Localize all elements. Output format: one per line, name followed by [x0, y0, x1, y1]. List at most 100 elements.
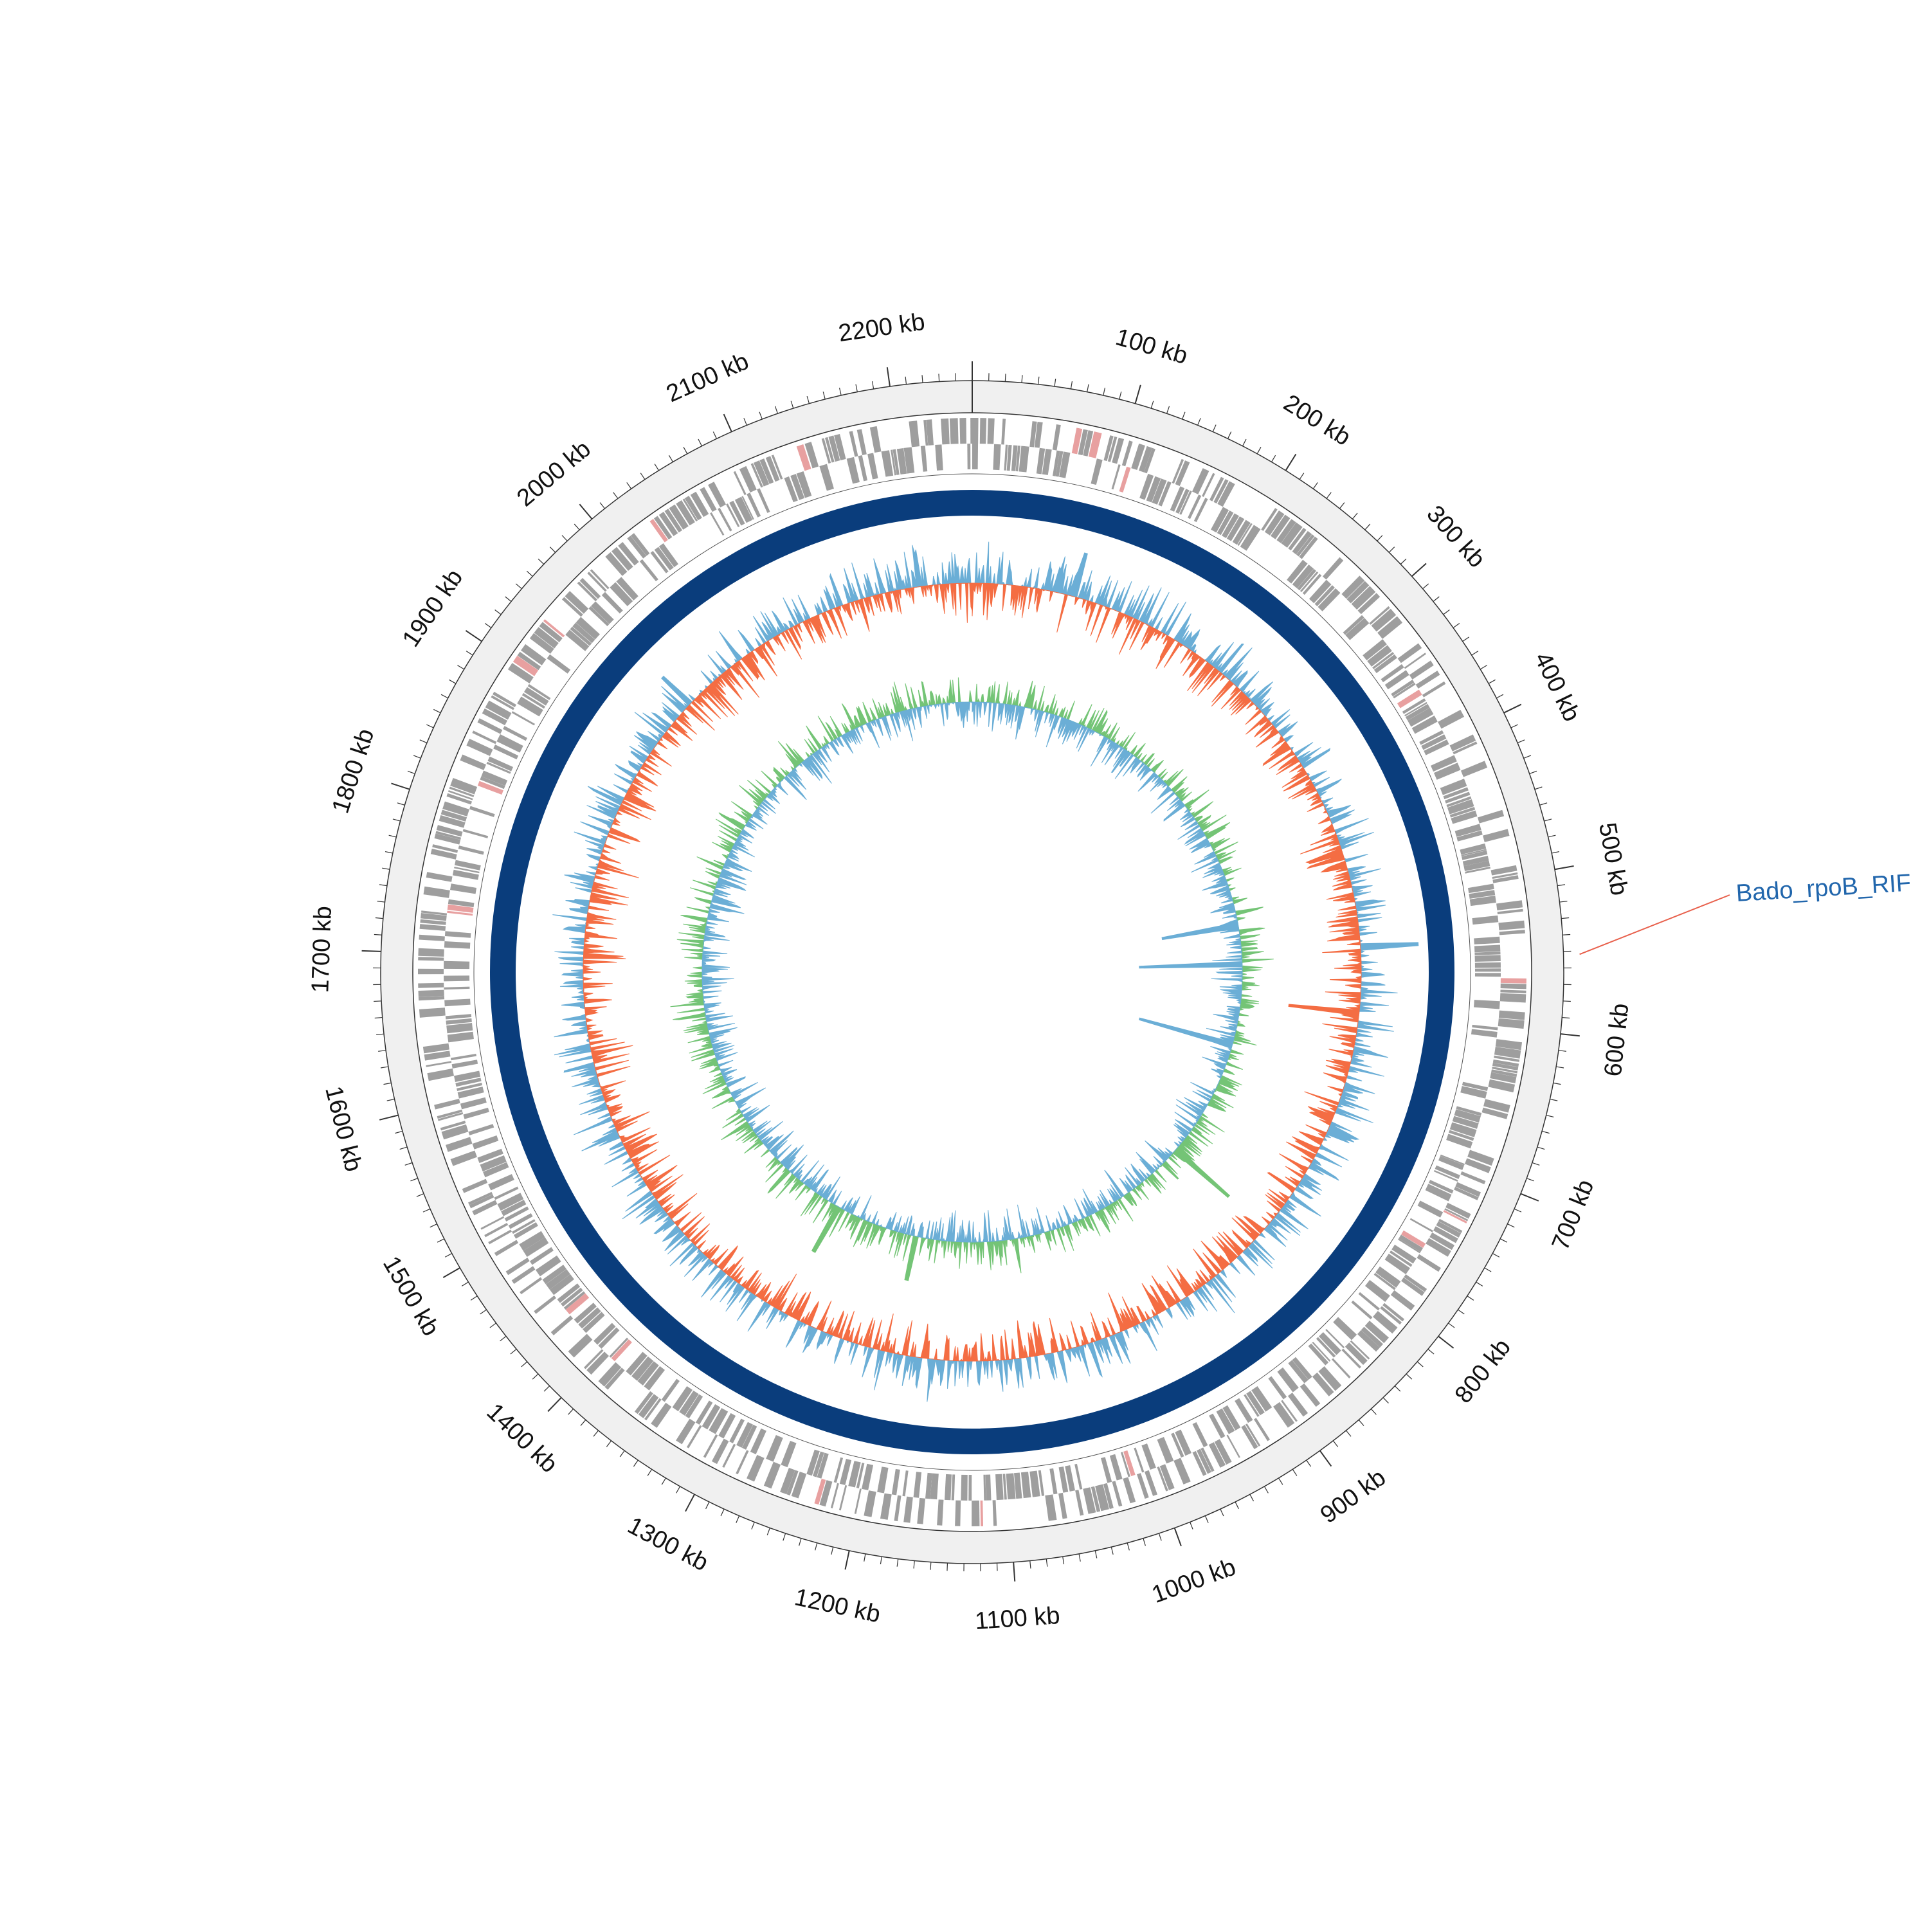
tick-label: 1600 kb	[320, 1083, 367, 1174]
minor-tick	[521, 1362, 527, 1367]
minor-tick	[1235, 1502, 1238, 1509]
tick-label: 2000 kb	[512, 435, 596, 512]
gene-feature	[917, 1498, 925, 1524]
gene-feature	[849, 431, 858, 456]
minor-tick	[897, 1559, 898, 1567]
gene-feature	[1019, 446, 1029, 473]
minor-tick	[873, 381, 874, 389]
gene-feature	[747, 1455, 765, 1482]
minor-tick	[1560, 901, 1568, 902]
minor-tick	[581, 1420, 586, 1425]
minor-tick	[706, 1502, 709, 1509]
gene-feature	[426, 1061, 451, 1067]
minor-tick	[783, 1533, 786, 1540]
minor-tick	[1476, 1282, 1483, 1286]
gene-feature	[1333, 1317, 1357, 1340]
minor-tick	[1005, 374, 1006, 381]
gene-feature	[1417, 1254, 1440, 1272]
minor-tick	[417, 1194, 424, 1196]
minor-tick	[500, 1336, 506, 1341]
minor-tick	[655, 464, 658, 471]
gene-feature	[945, 1474, 952, 1500]
minor-tick	[1087, 384, 1089, 392]
minor-tick	[606, 1441, 611, 1447]
gene-feature	[448, 1032, 474, 1043]
minor-tick	[466, 651, 473, 655]
gene-feature	[993, 444, 1001, 470]
gene-feature	[444, 941, 470, 949]
gene-feature	[462, 1179, 487, 1193]
gene-feature	[1075, 1490, 1083, 1515]
minor-tick	[437, 1239, 444, 1242]
major-tick	[685, 1494, 694, 1511]
gene-feature	[1398, 643, 1422, 663]
gene-feature	[1122, 440, 1133, 466]
minor-tick	[1546, 1115, 1554, 1117]
minor-tick	[684, 447, 687, 454]
minor-tick	[930, 1562, 931, 1570]
gene-feature	[444, 961, 469, 969]
gene-feature	[420, 924, 446, 931]
gene-feature	[858, 455, 867, 481]
minor-tick	[1400, 559, 1406, 564]
gene-feature	[1483, 829, 1509, 842]
gene-feature	[847, 457, 860, 484]
gene-feature	[1049, 1468, 1057, 1494]
major-tick	[1136, 385, 1141, 404]
minor-tick	[1313, 482, 1318, 489]
gene-feature	[1351, 1301, 1372, 1319]
gene-feature	[419, 935, 444, 941]
minor-tick	[1417, 1362, 1423, 1367]
gene-feature	[1006, 1473, 1016, 1499]
minor-tick	[613, 492, 618, 499]
minor-tick	[1111, 1547, 1113, 1555]
gene-feature	[941, 419, 950, 445]
gene-feature	[952, 1474, 955, 1500]
gene-feature	[1499, 930, 1525, 935]
minor-tick	[382, 868, 390, 869]
minor-tick	[457, 665, 464, 669]
gene-feature	[988, 418, 995, 444]
gene-feature	[1074, 1464, 1082, 1490]
gene-feature	[611, 1339, 632, 1361]
gene-feature	[445, 931, 471, 937]
major-tick	[391, 783, 410, 789]
gene-feature	[909, 420, 919, 447]
gene-feature	[968, 1475, 972, 1501]
minor-tick	[1279, 1478, 1283, 1485]
gene-feature	[902, 1470, 908, 1496]
minor-tick	[1428, 1349, 1434, 1354]
gene-feature	[857, 429, 867, 455]
minor-tick	[856, 384, 857, 392]
tick-label: 1500 kb	[377, 1252, 444, 1341]
minor-tick	[408, 771, 415, 773]
tick-label: 1000 kb	[1148, 1553, 1239, 1609]
gene-feature	[1438, 710, 1464, 728]
minor-tick	[905, 377, 906, 384]
minor-tick	[1250, 1494, 1254, 1501]
minor-tick	[423, 1209, 430, 1212]
tick-label: 1900 kb	[397, 564, 468, 652]
minor-tick	[1548, 835, 1556, 837]
minor-tick	[1433, 597, 1439, 602]
minor-tick	[1071, 381, 1072, 389]
minor-tick	[1182, 412, 1185, 419]
gene-feature	[463, 1108, 489, 1119]
minor-tick	[538, 559, 544, 564]
gene-feature	[764, 1462, 781, 1489]
minor-tick	[389, 835, 397, 837]
gene-feature	[568, 1334, 593, 1358]
outer-ring-band	[381, 365, 1564, 1564]
gene-feature	[640, 559, 658, 581]
tick-label: 900 kb	[1316, 1464, 1391, 1529]
gene-feature	[1173, 1458, 1190, 1484]
gene-feature	[970, 418, 978, 444]
minor-tick	[430, 1224, 437, 1227]
gene-feature	[1472, 916, 1498, 925]
gene-feature	[870, 426, 882, 453]
minor-tick	[1352, 513, 1357, 519]
minor-tick	[471, 1296, 477, 1301]
minor-tick	[441, 694, 448, 698]
gene-feature	[972, 444, 978, 469]
minor-tick	[1500, 1239, 1507, 1242]
